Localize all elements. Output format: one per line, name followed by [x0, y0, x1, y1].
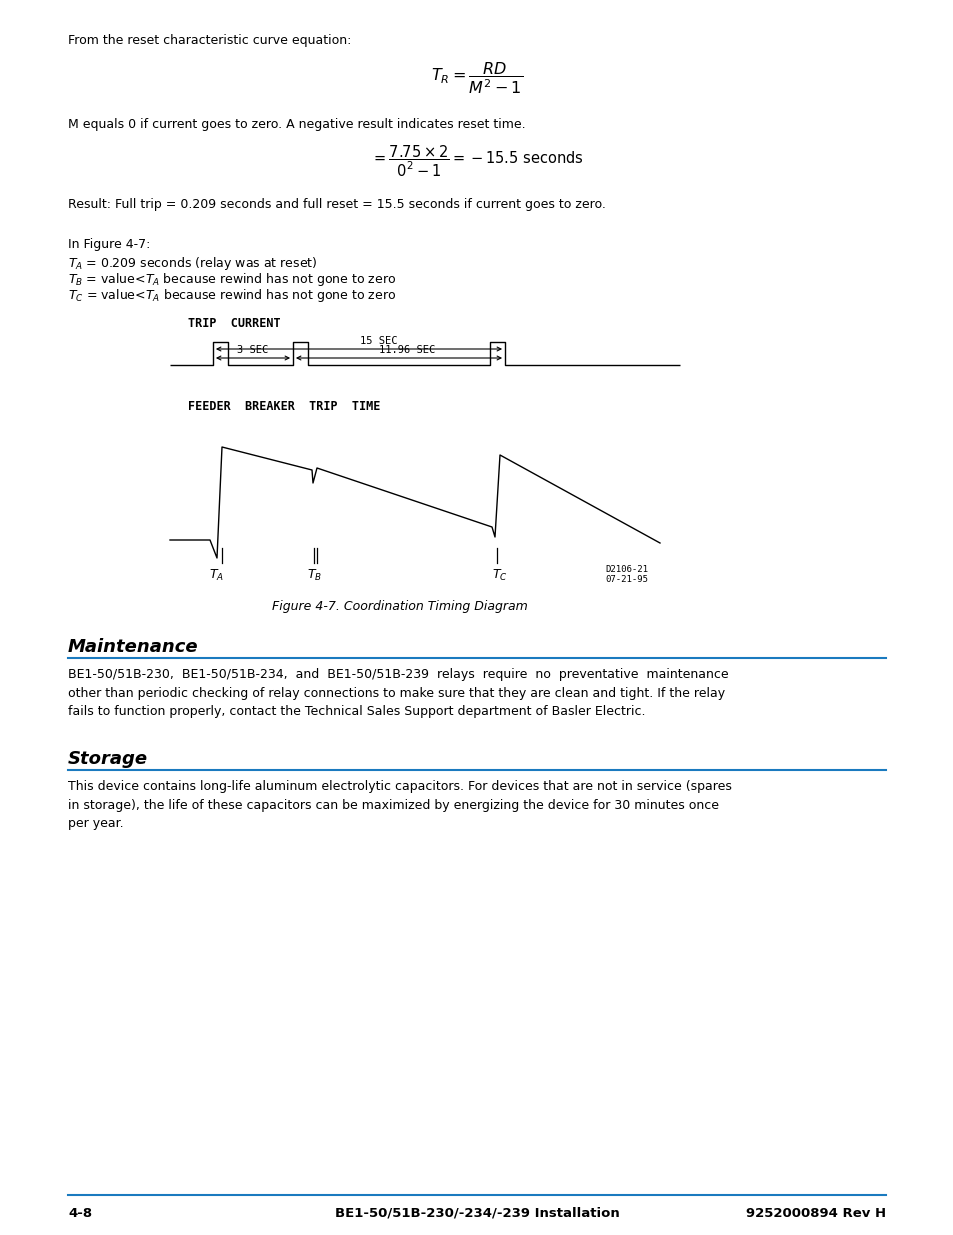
- Text: 4-8: 4-8: [68, 1207, 92, 1220]
- Text: $T_B$: $T_B$: [307, 568, 322, 583]
- Text: Figure 4-7. Coordination Timing Diagram: Figure 4-7. Coordination Timing Diagram: [272, 600, 527, 613]
- Text: 15 SEC: 15 SEC: [360, 336, 397, 346]
- Text: 9252000894 Rev H: 9252000894 Rev H: [745, 1207, 885, 1220]
- Text: Maintenance: Maintenance: [68, 638, 198, 656]
- Text: BE1-50/51B-230/-234/-239 Installation: BE1-50/51B-230/-234/-239 Installation: [335, 1207, 618, 1220]
- Text: D2106-21
07-21-95: D2106-21 07-21-95: [604, 564, 647, 584]
- Text: BE1-50/51B-230,  BE1-50/51B-234,  and  BE1-50/51B-239  relays  require  no  prev: BE1-50/51B-230, BE1-50/51B-234, and BE1-…: [68, 668, 728, 718]
- Text: In Figure 4-7:: In Figure 4-7:: [68, 238, 151, 251]
- Text: FEEDER  BREAKER  TRIP  TIME: FEEDER BREAKER TRIP TIME: [188, 400, 380, 412]
- Text: TRIP  CURRENT: TRIP CURRENT: [188, 317, 280, 330]
- Text: $T_C$ = value<$T_A$ because rewind has not gone to zero: $T_C$ = value<$T_A$ because rewind has n…: [68, 287, 395, 304]
- Text: From the reset characteristic curve equation:: From the reset characteristic curve equa…: [68, 35, 351, 47]
- Text: 11.96 SEC: 11.96 SEC: [378, 345, 435, 354]
- Text: Result: Full trip = 0.209 seconds and full reset = 15.5 seconds if current goes : Result: Full trip = 0.209 seconds and fu…: [68, 198, 605, 211]
- Text: $T_A$: $T_A$: [210, 568, 224, 583]
- Text: 3 SEC: 3 SEC: [237, 345, 269, 354]
- Text: This device contains long-life aluminum electrolytic capacitors. For devices tha: This device contains long-life aluminum …: [68, 781, 731, 830]
- Text: $= \dfrac{7.75\times 2}{0^2-1} = -15.5\ \mathrm{seconds}$: $= \dfrac{7.75\times 2}{0^2-1} = -15.5\ …: [370, 144, 583, 179]
- Text: $T_A$ = 0.209 seconds (relay was at reset): $T_A$ = 0.209 seconds (relay was at rese…: [68, 254, 317, 272]
- Text: $T_B$ = value<$T_A$ because rewind has not gone to zero: $T_B$ = value<$T_A$ because rewind has n…: [68, 270, 395, 288]
- Text: Storage: Storage: [68, 750, 148, 768]
- Text: M equals 0 if current goes to zero. A negative result indicates reset time.: M equals 0 if current goes to zero. A ne…: [68, 119, 525, 131]
- Text: $T_C$: $T_C$: [492, 568, 507, 583]
- Text: $T_R = \dfrac{RD}{M^2 - 1}$: $T_R = \dfrac{RD}{M^2 - 1}$: [431, 61, 522, 95]
